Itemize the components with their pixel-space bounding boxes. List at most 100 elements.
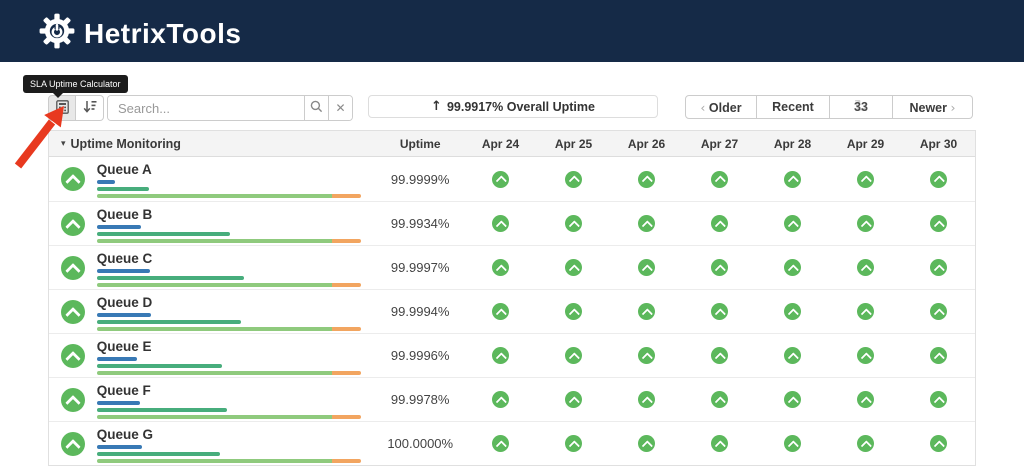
- date-column-header[interactable]: Apr 27: [700, 136, 739, 151]
- day-status-up-icon[interactable]: [784, 259, 801, 276]
- day-status-up-icon[interactable]: [930, 435, 947, 452]
- group-header[interactable]: ▾ Uptime Monitoring: [49, 137, 376, 151]
- day-status-up-icon[interactable]: [492, 435, 509, 452]
- day-status-up-icon[interactable]: [711, 303, 728, 320]
- day-status-up-icon[interactable]: [565, 303, 582, 320]
- day-status-cell: [464, 378, 537, 421]
- day-status-up-icon[interactable]: [784, 347, 801, 364]
- recent-button[interactable]: Recent: [757, 95, 830, 119]
- day-status-cell: [829, 422, 902, 465]
- day-status-cell: [683, 290, 756, 333]
- uptime-column-header[interactable]: Uptime: [399, 136, 441, 151]
- day-status-up-icon[interactable]: [711, 215, 728, 232]
- day-status-cell: [610, 290, 683, 333]
- day-status-up-icon[interactable]: [930, 215, 947, 232]
- date-column-header[interactable]: Apr 29: [846, 136, 885, 151]
- day-status-up-icon[interactable]: [784, 303, 801, 320]
- refresh-count-button[interactable]: ↻ 33: [830, 95, 893, 119]
- status-up-icon[interactable]: [60, 167, 85, 191]
- day-status-up-icon[interactable]: [711, 347, 728, 364]
- day-status-up-icon[interactable]: [638, 303, 655, 320]
- day-status-up-icon[interactable]: [638, 435, 655, 452]
- day-status-up-icon[interactable]: [711, 391, 728, 408]
- day-status-up-icon[interactable]: [784, 435, 801, 452]
- day-status-up-icon[interactable]: [930, 259, 947, 276]
- monitor-name[interactable]: Queue D: [96, 295, 153, 310]
- newer-label: Newer: [909, 100, 948, 115]
- day-status-up-icon[interactable]: [930, 170, 947, 188]
- monitor-name[interactable]: Queue E: [96, 339, 152, 354]
- bar-long-orange: [331, 459, 361, 463]
- day-status-cell: [610, 202, 683, 245]
- date-column-header[interactable]: Apr 26: [627, 136, 666, 151]
- day-status-up-icon[interactable]: [711, 170, 728, 188]
- day-status-up-icon[interactable]: [784, 170, 801, 188]
- day-status-up-icon[interactable]: [638, 347, 655, 364]
- day-status-up-icon[interactable]: [930, 347, 947, 364]
- day-status-up-icon[interactable]: [565, 347, 582, 364]
- day-status-up-icon[interactable]: [857, 259, 874, 276]
- day-status-up-icon[interactable]: [857, 435, 874, 452]
- chevron-right-icon: ›: [950, 99, 956, 115]
- day-status-up-icon[interactable]: [711, 259, 728, 276]
- day-status-up-icon[interactable]: [930, 391, 947, 408]
- monitor-name[interactable]: Queue B: [96, 207, 153, 222]
- date-column-header[interactable]: Apr 24: [481, 136, 520, 151]
- search-input[interactable]: [108, 96, 304, 120]
- day-status-up-icon[interactable]: [930, 303, 947, 320]
- day-status-up-icon[interactable]: [492, 303, 509, 320]
- day-status-up-icon[interactable]: [638, 215, 655, 232]
- day-status-up-icon[interactable]: [784, 391, 801, 408]
- day-status-up-icon[interactable]: [711, 435, 728, 452]
- bar-long: [96, 415, 377, 419]
- day-status-up-icon[interactable]: [565, 170, 582, 188]
- day-status-up-icon[interactable]: [565, 215, 582, 232]
- day-status-up-icon[interactable]: [492, 215, 509, 232]
- brand-logo[interactable]: HetrixTools: [38, 12, 241, 55]
- date-column-header[interactable]: Apr 28: [773, 136, 812, 151]
- day-status-up-icon[interactable]: [565, 259, 582, 276]
- day-status-up-icon[interactable]: [857, 170, 874, 188]
- day-status-cell: [537, 422, 610, 465]
- monitor-status-cell: [49, 290, 97, 333]
- day-status-up-icon[interactable]: [638, 170, 655, 188]
- status-up-icon[interactable]: [60, 387, 85, 412]
- day-status-up-icon[interactable]: [857, 347, 874, 364]
- newer-button[interactable]: Newer ›: [893, 95, 973, 119]
- status-up-icon[interactable]: [60, 255, 85, 280]
- day-status-up-icon[interactable]: [492, 259, 509, 276]
- monitor-name[interactable]: Queue C: [96, 251, 153, 266]
- day-status-cell: [537, 290, 610, 333]
- bar-long-green: [96, 327, 332, 331]
- search-submit-button[interactable]: [304, 96, 328, 120]
- monitor-name[interactable]: Queue F: [96, 383, 151, 398]
- date-column-header[interactable]: Apr 30: [919, 136, 958, 151]
- day-status-up-icon[interactable]: [784, 215, 801, 232]
- day-status-up-icon[interactable]: [492, 347, 509, 364]
- monitor-name[interactable]: Queue G: [96, 427, 154, 442]
- day-status-up-icon[interactable]: [492, 391, 509, 408]
- monitor-name[interactable]: Queue A: [96, 162, 152, 177]
- day-status-up-icon[interactable]: [638, 259, 655, 276]
- bar-long-orange: [331, 239, 361, 243]
- day-status-up-icon[interactable]: [857, 215, 874, 232]
- day-status-up-icon[interactable]: [638, 391, 655, 408]
- status-up-icon[interactable]: [60, 211, 85, 236]
- older-button[interactable]: ‹ Older: [685, 95, 757, 119]
- status-up-icon[interactable]: [60, 431, 85, 456]
- date-column-header[interactable]: Apr 25: [554, 136, 593, 151]
- day-status-up-icon[interactable]: [857, 303, 874, 320]
- date-headers: Apr 24 Apr 25 Apr 26 Apr 27 Apr 28 Apr 29 Apr …: [464, 137, 975, 151]
- day-status-up-icon[interactable]: [565, 435, 582, 452]
- pagination: ‹ Older Recent ↻ 33 Newer ›: [685, 95, 973, 119]
- day-status-up-icon[interactable]: [857, 391, 874, 408]
- sort-button[interactable]: [76, 95, 104, 121]
- day-status-up-icon[interactable]: [565, 391, 582, 408]
- annotation-arrow-icon: [14, 106, 64, 169]
- status-up-icon[interactable]: [60, 343, 85, 368]
- search-clear-button[interactable]: ✕: [328, 96, 352, 120]
- day-status-up-icon[interactable]: [492, 170, 509, 188]
- status-up-icon[interactable]: [60, 299, 85, 324]
- bar-long-green: [96, 459, 332, 463]
- monitor-status-cell: [49, 202, 97, 245]
